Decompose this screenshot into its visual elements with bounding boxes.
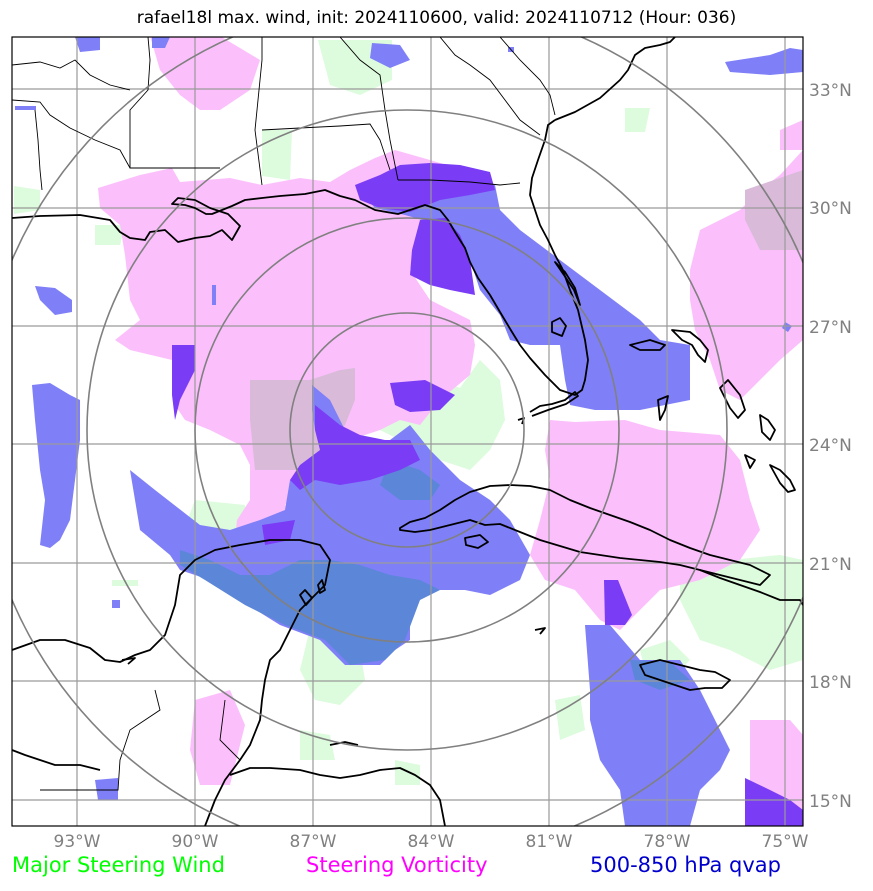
qvap-wind-overlap-region: [180, 460, 690, 690]
qvap-strong-region: [172, 163, 803, 826]
lat-label: 24°N: [809, 436, 852, 456]
lat-label: 33°N: [809, 81, 852, 101]
lon-label: 93°W: [54, 832, 101, 852]
legend: Major Steering Wind Steering Vorticity 5…: [0, 853, 873, 885]
latitude-labels: 33°N 30°N 27°N 24°N 21°N 18°N 15°N: [809, 81, 852, 812]
legend-steering-wind: Major Steering Wind: [12, 853, 225, 877]
lon-label: 75°W: [762, 832, 809, 852]
lat-label: 30°N: [809, 199, 852, 219]
borders: [12, 37, 556, 791]
legend-qvap: 500-850 hPa qvap: [590, 853, 781, 877]
graticule: [12, 37, 803, 826]
map-frame: [11, 36, 804, 827]
legend-steering-vorticity: Steering Vorticity: [306, 853, 488, 877]
lat-label: 27°N: [809, 318, 852, 338]
lon-label: 84°W: [408, 832, 455, 852]
longitude-labels: 93°W 90°W 87°W 84°W 81°W 78°W 75°W: [54, 832, 809, 852]
lon-label: 90°W: [172, 832, 219, 852]
lon-label: 87°W: [290, 832, 337, 852]
lon-label: 81°W: [526, 832, 573, 852]
lon-label: 78°W: [644, 832, 691, 852]
lat-label: 15°N: [809, 792, 852, 812]
lat-label: 18°N: [809, 673, 852, 693]
coastlines: [12, 37, 803, 826]
range-rings: [12, 37, 803, 826]
lat-label: 21°N: [809, 555, 852, 575]
map-title: rafael18l max. wind, init: 2024110600, v…: [136, 8, 737, 28]
